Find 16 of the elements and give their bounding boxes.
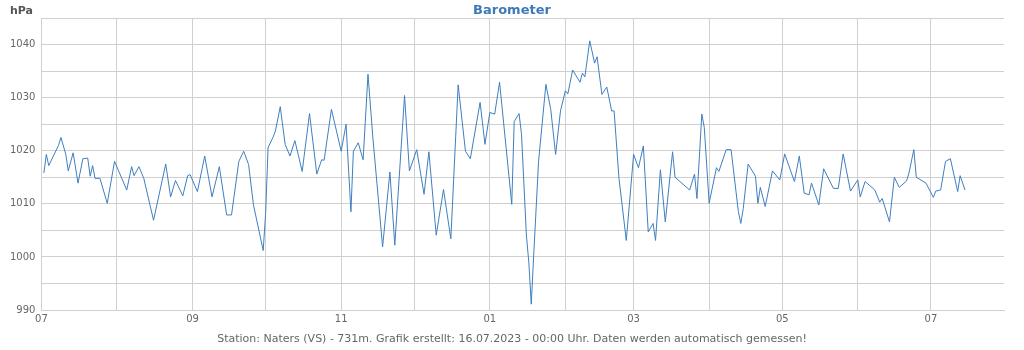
x-tick-label: 11 [334,312,348,324]
y-tick-label: 1000 [10,250,36,262]
y-tick-label: 1040 [10,38,36,50]
text: Station: Naters (VS) - 731m. Grafik erstellt: 16.07.2023 - 00:00 Uhr. Daten werden automatisch gemessen! [216,332,808,345]
x-tick-label: 01 [483,312,497,324]
y-tick-label: 1020 [10,144,36,156]
x-tick-label: 09 [186,312,199,324]
x-tick-label: 05 [775,312,789,324]
y-tick-label: 990 [16,303,36,315]
y-axis-title: hPa [10,4,34,17]
x-tick-label: 07 [35,312,48,324]
x-tick-label: 03 [627,312,640,324]
x-tick-label: 07 [924,312,938,324]
y-tick-label: 1010 [10,197,36,209]
chart-title: Barometer [473,2,551,17]
y-tick-label: 1030 [10,91,36,103]
